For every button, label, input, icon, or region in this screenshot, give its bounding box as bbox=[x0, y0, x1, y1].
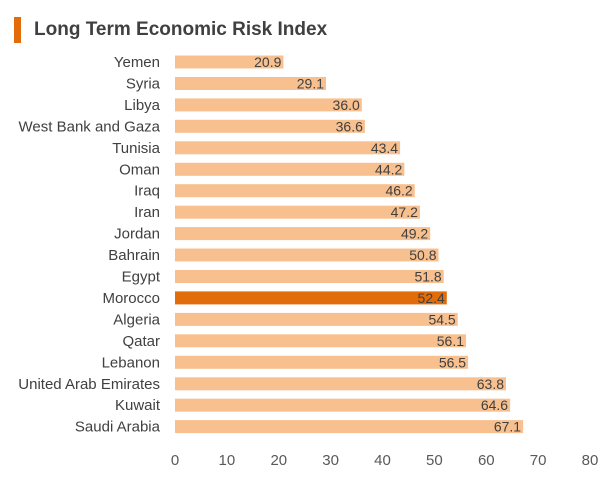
category-label-qatar: Qatar bbox=[122, 333, 160, 350]
category-label-egypt: Egypt bbox=[122, 269, 161, 286]
value-label-iraq: 46.2 bbox=[385, 183, 412, 199]
x-tick-label-30: 30 bbox=[322, 452, 339, 469]
category-label-saudi-arabia: Saudi Arabia bbox=[75, 419, 161, 436]
value-label-west-bank-and-gaza: 36.6 bbox=[336, 118, 363, 134]
bar-qatar bbox=[175, 334, 466, 348]
category-label-syria: Syria bbox=[126, 76, 161, 93]
value-label-jordan: 49.2 bbox=[401, 226, 428, 242]
x-tick-label-0: 0 bbox=[171, 452, 179, 469]
value-label-tunisia: 43.4 bbox=[371, 140, 398, 156]
x-tick-label-60: 60 bbox=[478, 452, 495, 469]
bar-bahrain bbox=[175, 248, 439, 262]
value-label-morocco: 52.4 bbox=[418, 290, 445, 306]
category-label-yemen: Yemen bbox=[114, 54, 160, 71]
bar-tunisia bbox=[175, 141, 401, 155]
value-label-iran: 47.2 bbox=[391, 204, 418, 220]
value-label-united-arab-emirates: 63.8 bbox=[477, 376, 504, 392]
value-label-saudi-arabia: 67.1 bbox=[494, 419, 521, 435]
x-tick-label-40: 40 bbox=[374, 452, 391, 469]
bar-united-arab-emirates bbox=[175, 377, 506, 391]
category-label-lebanon: Lebanon bbox=[102, 354, 160, 371]
category-label-west-bank-and-gaza: West Bank and Gaza bbox=[19, 118, 161, 135]
bar-kuwait bbox=[175, 398, 511, 412]
value-label-oman: 44.2 bbox=[375, 161, 402, 177]
value-label-libya: 36.0 bbox=[333, 97, 360, 113]
value-label-syria: 29.1 bbox=[297, 76, 324, 92]
category-label-united-arab-emirates: United Arab Emirates bbox=[18, 376, 160, 393]
title-accent-bar bbox=[14, 17, 21, 43]
value-label-yemen: 20.9 bbox=[254, 54, 281, 70]
category-label-oman: Oman bbox=[119, 161, 160, 178]
category-label-libya: Libya bbox=[124, 97, 161, 114]
value-label-qatar: 56.1 bbox=[437, 333, 464, 349]
category-label-morocco: Morocco bbox=[102, 290, 160, 307]
x-tick-label-20: 20 bbox=[270, 452, 287, 469]
bar-west-bank-and-gaza bbox=[175, 119, 365, 133]
x-tick-label-70: 70 bbox=[530, 452, 547, 469]
value-label-algeria: 54.5 bbox=[428, 311, 455, 327]
bar-lebanon bbox=[175, 355, 469, 369]
bar-oman bbox=[175, 162, 405, 176]
bar-morocco bbox=[175, 291, 447, 305]
value-label-kuwait: 64.6 bbox=[481, 397, 508, 413]
bar-yemen bbox=[175, 55, 284, 69]
bar-libya bbox=[175, 98, 362, 112]
x-tick-label-50: 50 bbox=[426, 452, 443, 469]
category-label-kuwait: Kuwait bbox=[115, 397, 161, 414]
category-label-tunisia: Tunisia bbox=[112, 140, 160, 157]
bar-iran bbox=[175, 205, 420, 219]
bar-egypt bbox=[175, 270, 444, 283]
category-label-algeria: Algeria bbox=[113, 311, 160, 328]
value-label-egypt: 51.8 bbox=[414, 269, 441, 285]
value-label-lebanon: 56.5 bbox=[439, 354, 466, 370]
bar-iraq bbox=[175, 184, 415, 198]
category-label-bahrain: Bahrain bbox=[108, 247, 160, 264]
bar-algeria bbox=[175, 312, 458, 326]
value-label-bahrain: 50.8 bbox=[409, 247, 436, 263]
category-label-iran: Iran bbox=[134, 204, 160, 221]
x-tick-label-10: 10 bbox=[219, 452, 236, 469]
category-label-iraq: Iraq bbox=[134, 183, 160, 200]
chart-title: Long Term Economic Risk Index bbox=[34, 19, 328, 40]
category-label-jordan: Jordan bbox=[114, 226, 160, 243]
bar-syria bbox=[175, 77, 326, 90]
bar-jordan bbox=[175, 227, 431, 241]
x-tick-label-80: 80 bbox=[582, 452, 599, 469]
bar-saudi-arabia bbox=[175, 420, 524, 434]
